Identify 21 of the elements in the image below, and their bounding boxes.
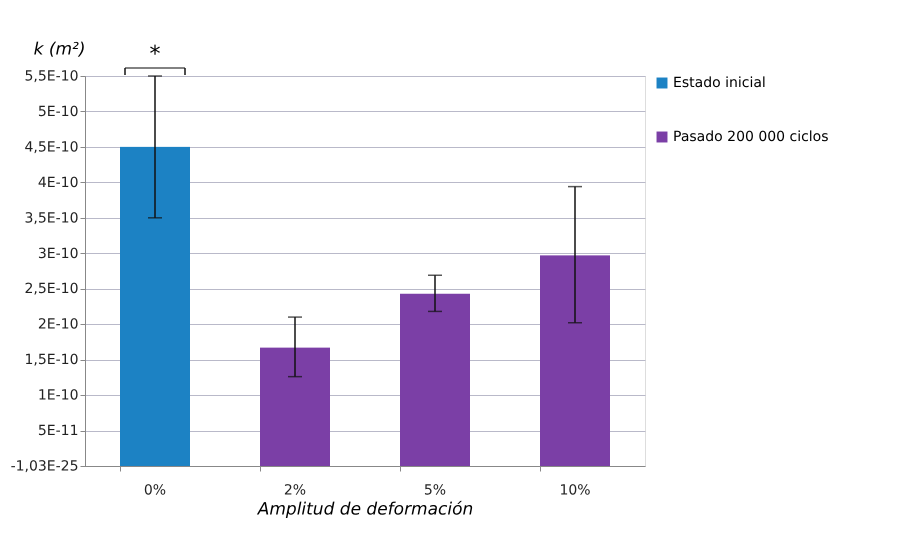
y-tick-label: 4,5E-10 bbox=[24, 139, 78, 156]
x-tick-label: 10% bbox=[559, 482, 591, 498]
x-axis-title: Amplitud de deformación bbox=[256, 500, 474, 520]
legend-label: Pasado 200 000 ciclos bbox=[673, 129, 829, 145]
y-tick-label: 5,5E-10 bbox=[24, 68, 78, 84]
legend-label: Estado inicial bbox=[673, 75, 766, 91]
y-tick-label: 3,5E-10 bbox=[24, 210, 78, 226]
y-tick-label: 3E-10 bbox=[38, 246, 78, 262]
y-tick-label: 5E-11 bbox=[38, 423, 78, 440]
x-tick-label: 2% bbox=[284, 482, 306, 498]
y-tick-label: 1E-10 bbox=[38, 388, 78, 404]
y-tick-label: -1,03E-25 bbox=[10, 458, 78, 474]
y-tick-label: 5E-10 bbox=[38, 104, 78, 120]
y-tick-label: 1,5E-10 bbox=[24, 352, 78, 368]
y-tick-label: 2E-10 bbox=[38, 316, 78, 333]
x-tick-label: 5% bbox=[424, 482, 446, 498]
text: * bbox=[150, 42, 160, 67]
y-tick-label: 2,5E-10 bbox=[24, 281, 78, 298]
y-tick-label: 4E-10 bbox=[38, 174, 78, 191]
y-axis-title: k (m²) bbox=[34, 40, 86, 60]
x-tick-label: 0% bbox=[144, 482, 166, 498]
